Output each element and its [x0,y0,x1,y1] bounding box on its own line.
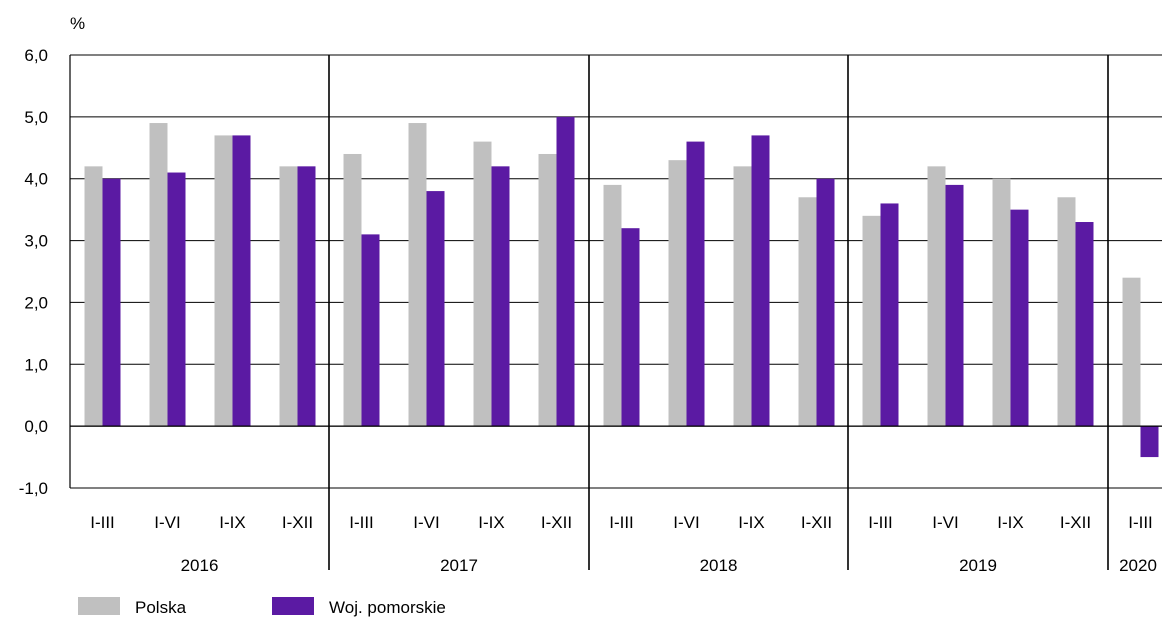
bar-polska [473,141,492,427]
period-label: I-III [609,513,634,532]
bar-polska [408,123,427,427]
period-label: I-XII [1060,513,1091,532]
period-label: I-III [1128,513,1153,532]
period-label: I-XII [801,513,832,532]
year-label: 2019 [959,556,997,575]
bar-pomorskie [1075,222,1094,427]
period-label: I-VI [413,513,439,532]
year-label: 2017 [440,556,478,575]
period-label: I-IX [219,513,245,532]
bar-polska [1122,277,1141,427]
bar-polska [538,153,557,427]
bar-polska [84,166,103,427]
bar-polska [992,178,1011,427]
bar-polska [927,166,946,427]
bar-pomorskie [1010,209,1029,427]
bar-pomorskie [232,135,251,427]
period-label: I-XII [282,513,313,532]
y-tick-label: 1,0 [24,355,48,374]
y-axis-ticks: 6,0 5,0 4,0 3,0 2,0 1,0 0,0 -1,0 [19,46,48,498]
bar-pomorskie [426,191,445,427]
y-tick-label: -1,0 [19,479,48,498]
bar-polska [668,160,687,427]
bar-pomorskie [686,141,705,427]
y-tick-label: 6,0 [24,46,48,65]
y-tick-label: 3,0 [24,232,48,251]
y-tick-label: 4,0 [24,170,48,189]
bar-polska [149,123,168,427]
period-label: I-III [868,513,893,532]
bar-polska [603,184,622,427]
y-tick-label: 0,0 [24,417,48,436]
axes [69,55,1162,570]
legend-swatch [78,597,120,615]
bar-pomorskie [880,203,899,427]
bar-pomorskie [751,135,770,427]
bar-pomorskie [1140,426,1159,458]
bar-pomorskie [491,166,510,427]
bar-polska [733,166,752,427]
year-label: 2018 [700,556,738,575]
y-tick-label: 5,0 [24,108,48,127]
x-axis-year-labels: 2016 2017 2018 2019 2020 [181,556,1157,575]
period-label: I-VI [932,513,958,532]
legend-swatch [272,597,314,615]
bar-pomorskie [297,166,316,427]
bar-pomorskie [556,116,575,427]
bar-pomorskie [945,184,964,427]
x-axis-period-labels: I-III I-VI I-IX I-XII I-III I-VI I-IX I-XII I-II… [90,513,1153,532]
legend: Polska Woj. pomorskie [78,597,446,617]
bar-pomorskie [621,228,640,427]
bar-polska [862,215,881,427]
bar-pomorskie [167,172,186,427]
period-label: I-IX [997,513,1023,532]
bar-polska [279,166,298,427]
legend-label: Polska [135,598,187,617]
bars [84,116,1159,458]
bar-polska [1057,197,1076,427]
year-label: 2016 [181,556,219,575]
period-label: I-IX [478,513,504,532]
bar-pomorskie [361,234,380,427]
y-tick-label: 2,0 [24,293,48,312]
period-label: I-III [349,513,374,532]
period-label: I-IX [738,513,764,532]
year-label: 2020 [1119,556,1157,575]
legend-label: Woj. pomorskie [329,598,446,617]
bar-pomorskie [102,178,121,427]
period-label: I-VI [673,513,699,532]
bar-polska [343,153,362,427]
y-axis-unit-label: % [70,14,85,33]
period-label: I-XII [541,513,572,532]
period-label: I-VI [154,513,180,532]
bar-polska [214,135,233,427]
bar-pomorskie [816,178,835,427]
period-label: I-III [90,513,115,532]
bar-polska [798,197,817,427]
